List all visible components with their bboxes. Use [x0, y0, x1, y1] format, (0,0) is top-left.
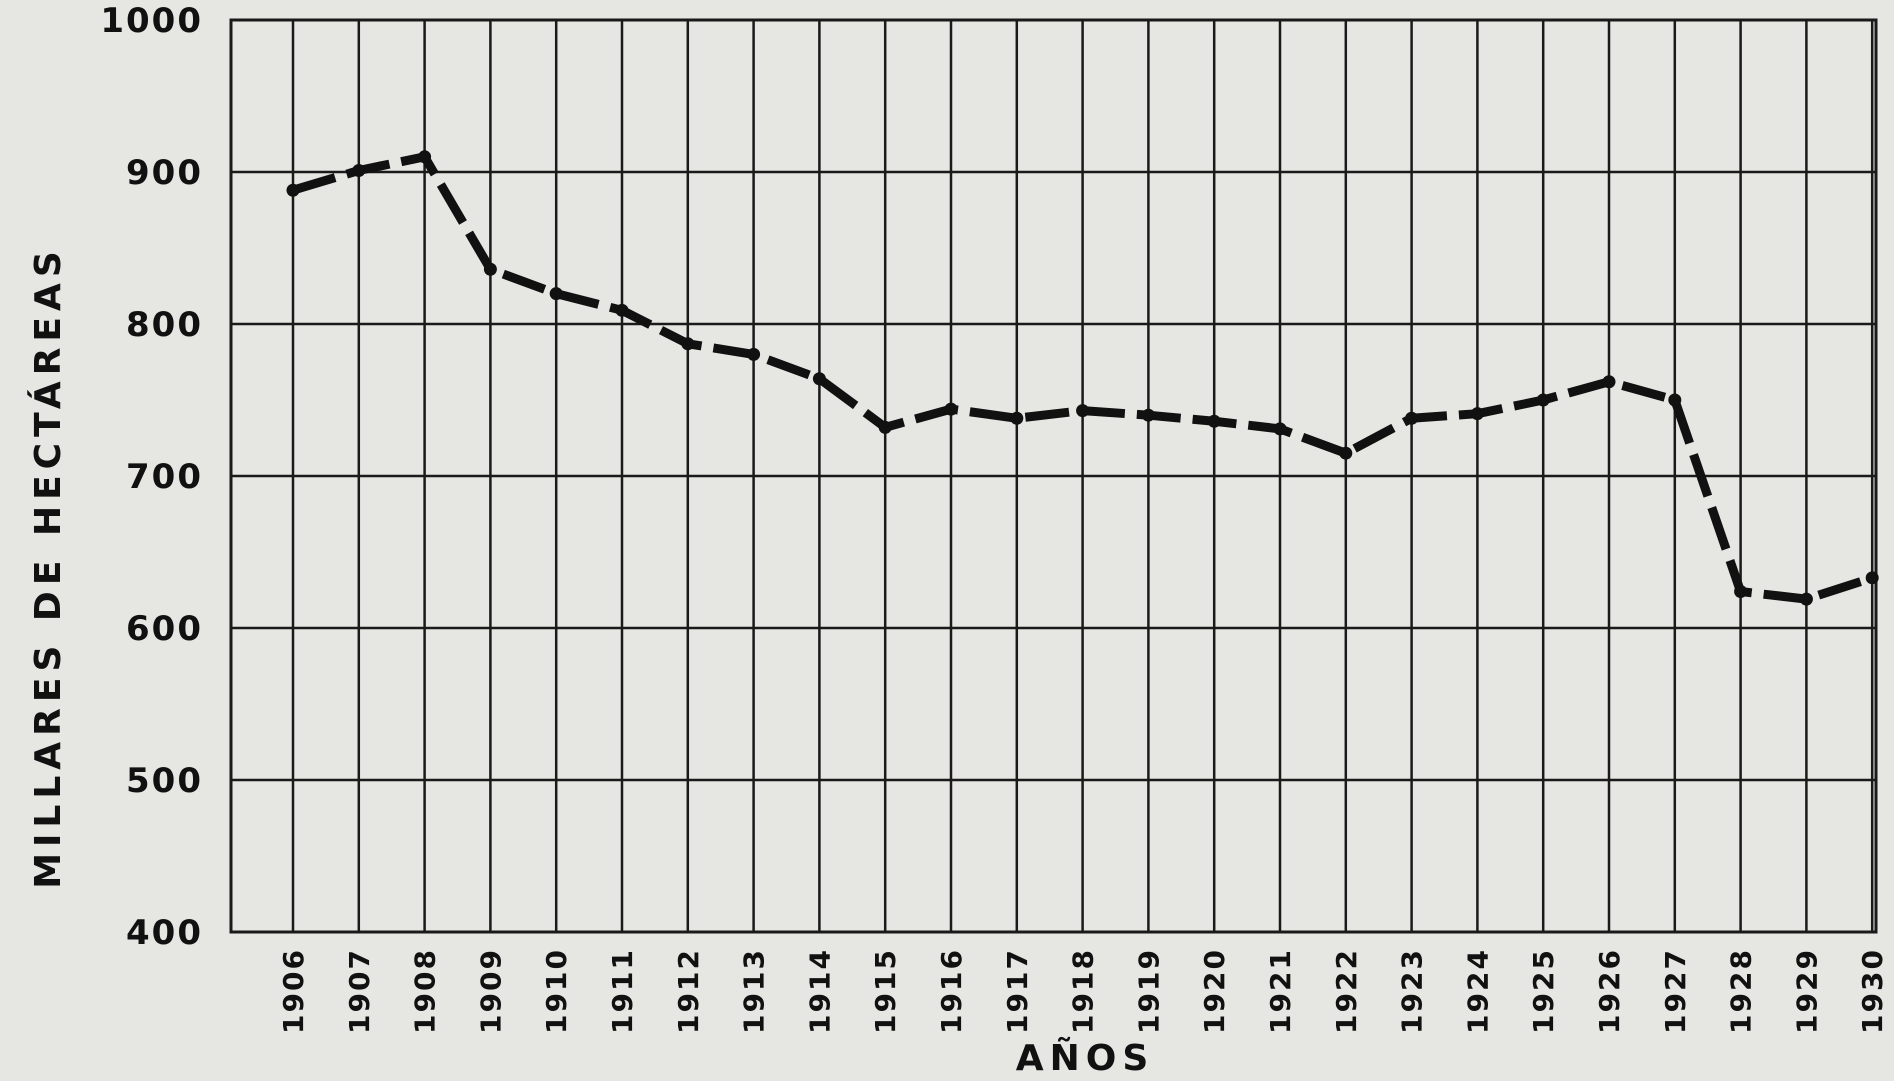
y-tick-label: 800	[126, 305, 203, 345]
x-tick-label: 1910	[540, 948, 573, 1034]
data-point	[1536, 393, 1550, 407]
data-point	[812, 372, 826, 386]
y-tick-label: 1000	[100, 1, 203, 41]
data-point	[878, 420, 892, 434]
data-point	[1141, 408, 1155, 422]
data-point	[352, 163, 366, 177]
data-point	[615, 303, 629, 317]
y-tick-label: 500	[126, 761, 203, 801]
grid	[229, 18, 1878, 934]
x-tick-label: 1908	[409, 948, 442, 1034]
data-points	[286, 150, 1879, 606]
x-tick-label: 1918	[1067, 948, 1100, 1034]
y-tick-label: 900	[126, 153, 203, 193]
y-tick-label: 700	[126, 457, 203, 497]
x-axis-label: AÑOS	[1016, 1037, 1155, 1079]
x-tick-label: 1928	[1725, 948, 1758, 1034]
x-tick-label: 1925	[1527, 948, 1560, 1034]
x-tick-label: 1912	[672, 948, 705, 1034]
y-axis-label: MILLARES DE HECTÁREAS	[27, 245, 69, 889]
x-tick-label: 1923	[1396, 948, 1429, 1034]
x-tick-label: 1917	[1001, 948, 1034, 1034]
x-tick-label: 1916	[935, 948, 968, 1034]
x-tick-label: 1915	[869, 948, 902, 1034]
x-tick-label: 1926	[1593, 948, 1626, 1034]
y-axis-ticks: 400 500 600 700 800 900 1000	[100, 1, 203, 953]
x-tick-label: 1911	[606, 948, 639, 1034]
y-tick-label: 600	[126, 609, 203, 649]
data-point	[1668, 393, 1682, 407]
data-point	[681, 337, 695, 351]
data-point	[1602, 375, 1616, 389]
x-tick-label: 1906	[277, 948, 310, 1034]
data-point	[1734, 585, 1748, 599]
x-tick-label: 1920	[1198, 948, 1231, 1034]
data-point	[483, 262, 497, 276]
data-point	[1207, 414, 1221, 428]
x-tick-label: 1927	[1659, 948, 1692, 1034]
data-point	[1470, 407, 1484, 421]
data-point	[1865, 571, 1879, 585]
x-tick-label: 1921	[1264, 948, 1297, 1034]
y-tick-label: 400	[126, 913, 203, 953]
x-tick-label: 1914	[803, 948, 836, 1034]
plot-frame	[229, 18, 1878, 934]
data-point	[1339, 446, 1353, 460]
data-point	[1076, 404, 1090, 418]
x-tick-label: 1930	[1856, 948, 1889, 1034]
x-tick-label: 1929	[1790, 948, 1823, 1034]
data-point	[549, 287, 563, 301]
x-tick-label: 1924	[1461, 948, 1494, 1034]
data-point	[1010, 411, 1024, 425]
x-tick-label: 1913	[738, 948, 771, 1034]
data-point	[1799, 592, 1813, 606]
x-tick-label: 1909	[474, 948, 507, 1034]
x-tick-label: 1907	[343, 948, 376, 1034]
x-tick-label: 1922	[1330, 948, 1363, 1034]
data-point	[286, 183, 300, 197]
x-tick-label: 1919	[1132, 948, 1165, 1034]
data-point	[1273, 422, 1287, 436]
data-point	[747, 347, 761, 361]
x-axis-ticks: 1906 1907 1908 1909 1910 1911 1912 1913 1914 1915…	[277, 948, 1889, 1034]
data-point	[1405, 411, 1419, 425]
data-point	[418, 150, 432, 164]
data-point	[944, 402, 958, 416]
